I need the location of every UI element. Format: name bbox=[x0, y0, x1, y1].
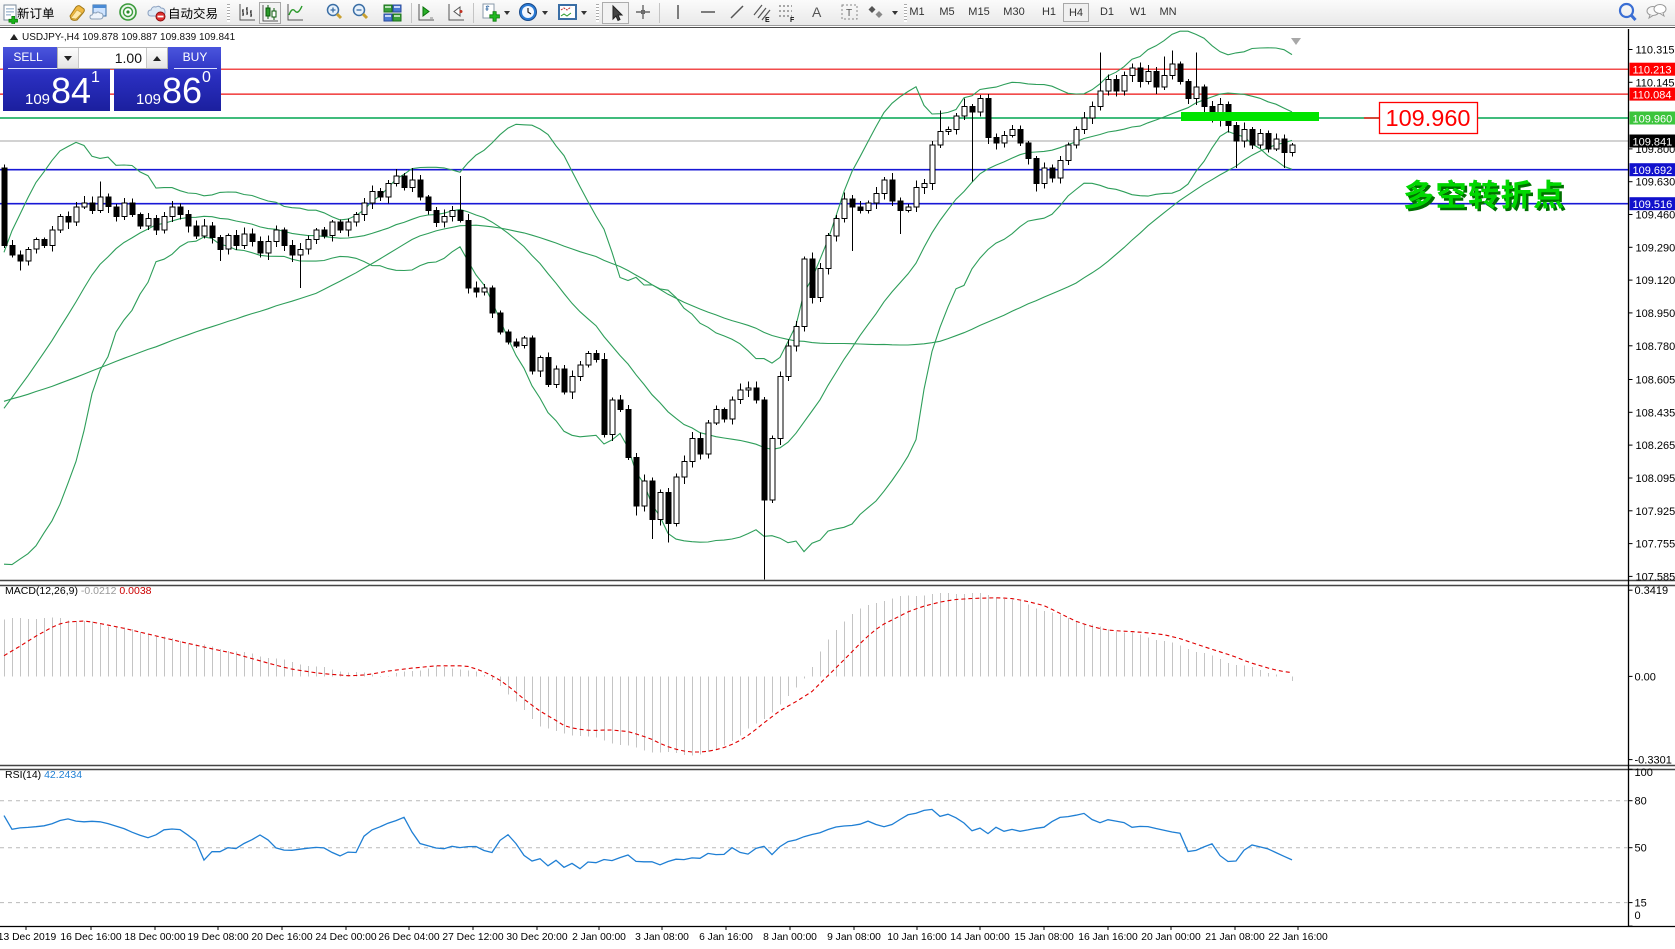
svg-text:30 Dec 20:00: 30 Dec 20:00 bbox=[506, 932, 568, 943]
svg-text:109.516: 109.516 bbox=[1633, 199, 1673, 211]
svg-text:2 Jan 00:00: 2 Jan 00:00 bbox=[572, 932, 626, 943]
svg-text:109.841: 109.841 bbox=[1633, 137, 1673, 149]
svg-text:100: 100 bbox=[1635, 767, 1653, 779]
svg-text:109.630: 109.630 bbox=[1636, 177, 1675, 189]
svg-text:109.692: 109.692 bbox=[1633, 165, 1673, 177]
svg-text:9 Jan 08:00: 9 Jan 08:00 bbox=[827, 932, 881, 943]
svg-text:19 Dec 08:00: 19 Dec 08:00 bbox=[187, 932, 249, 943]
svg-text:13 Dec 2019: 13 Dec 2019 bbox=[0, 932, 56, 943]
svg-text:107.755: 107.755 bbox=[1636, 539, 1675, 551]
svg-text:15 Jan 08:00: 15 Jan 08:00 bbox=[1014, 932, 1074, 943]
svg-text:108.435: 108.435 bbox=[1636, 407, 1675, 419]
svg-text:110.315: 110.315 bbox=[1636, 45, 1675, 57]
svg-text:16 Dec 16:00: 16 Dec 16:00 bbox=[60, 932, 122, 943]
svg-text:108.780: 108.780 bbox=[1636, 341, 1675, 353]
svg-text:108.095: 108.095 bbox=[1636, 473, 1675, 485]
svg-text:0.00: 0.00 bbox=[1635, 671, 1656, 683]
svg-text:109.960: 109.960 bbox=[1633, 114, 1673, 126]
svg-text:0: 0 bbox=[1635, 910, 1641, 922]
svg-text:6 Jan 16:00: 6 Jan 16:00 bbox=[699, 932, 753, 943]
svg-text:20 Jan 00:00: 20 Jan 00:00 bbox=[1141, 932, 1201, 943]
svg-text:110.145: 110.145 bbox=[1636, 77, 1675, 89]
svg-text:-0.3301: -0.3301 bbox=[1635, 755, 1672, 767]
svg-text:8 Jan 00:00: 8 Jan 00:00 bbox=[763, 932, 817, 943]
svg-text:24 Dec 00:00: 24 Dec 00:00 bbox=[315, 932, 377, 943]
svg-text:USDJPY-,H4 109.878 109.887 10: USDJPY-,H4 109.878 109.887 109.839 109.8… bbox=[22, 32, 236, 43]
svg-text:18 Dec 00:00: 18 Dec 00:00 bbox=[124, 932, 186, 943]
svg-text:107.925: 107.925 bbox=[1636, 506, 1675, 518]
svg-text:E: E bbox=[765, 17, 770, 24]
svg-text:107.585: 107.585 bbox=[1636, 571, 1675, 583]
svg-text:50: 50 bbox=[1635, 843, 1647, 855]
svg-text:108.605: 108.605 bbox=[1636, 375, 1675, 387]
svg-text:15: 15 bbox=[1635, 898, 1647, 910]
svg-text:0.3419: 0.3419 bbox=[1635, 585, 1669, 597]
svg-text:109.120: 109.120 bbox=[1636, 275, 1675, 287]
svg-text:27 Dec 12:00: 27 Dec 12:00 bbox=[442, 932, 504, 943]
svg-text:26 Dec 04:00: 26 Dec 04:00 bbox=[378, 932, 440, 943]
svg-text:22 Jan 16:00: 22 Jan 16:00 bbox=[1268, 932, 1328, 943]
svg-text:MACD(12,26,9) -0.0212 0.0038: MACD(12,26,9) -0.0212 0.0038 bbox=[5, 585, 152, 597]
svg-text:14 Jan 00:00: 14 Jan 00:00 bbox=[950, 932, 1010, 943]
svg-text:20 Dec 16:00: 20 Dec 16:00 bbox=[251, 932, 313, 943]
svg-text:109.460: 109.460 bbox=[1636, 210, 1675, 222]
svg-text:108.950: 108.950 bbox=[1636, 308, 1675, 320]
svg-text:108.265: 108.265 bbox=[1636, 440, 1675, 452]
svg-text:3 Jan 08:00: 3 Jan 08:00 bbox=[635, 932, 689, 943]
svg-text:80: 80 bbox=[1635, 796, 1647, 808]
svg-text:10 Jan 16:00: 10 Jan 16:00 bbox=[887, 932, 947, 943]
svg-text:110.084: 110.084 bbox=[1633, 90, 1672, 102]
svg-text:T: T bbox=[846, 8, 852, 19]
svg-text:110.213: 110.213 bbox=[1633, 65, 1672, 77]
svg-text:109.960: 109.960 bbox=[1386, 105, 1471, 131]
svg-text:16 Jan 16:00: 16 Jan 16:00 bbox=[1078, 932, 1138, 943]
svg-text:109.290: 109.290 bbox=[1636, 242, 1675, 254]
svg-text:RSI(14) 42.2434: RSI(14) 42.2434 bbox=[5, 769, 82, 781]
svg-text:21 Jan 08:00: 21 Jan 08:00 bbox=[1205, 932, 1265, 943]
svg-text:F: F bbox=[790, 17, 795, 24]
